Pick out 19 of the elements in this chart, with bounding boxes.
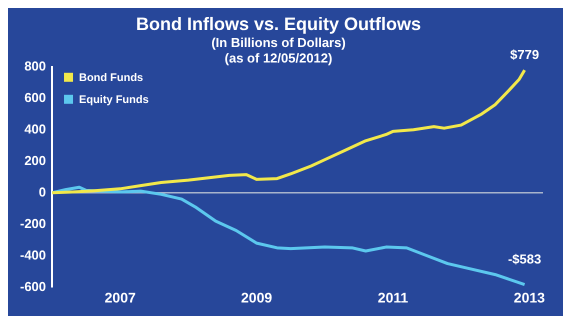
- text: (as of 12/05/2012): [224, 50, 332, 66]
- legend-label: Bond Funds: [79, 72, 144, 84]
- y-tick-label: 200: [24, 152, 46, 168]
- y-tick-label: -600: [20, 278, 46, 294]
- x-tick-label: 2009: [241, 289, 272, 306]
- y-tick-label: -400: [20, 247, 46, 262]
- x-tick-label: 2007: [104, 289, 136, 306]
- annotation: -$583: [508, 252, 542, 267]
- chart-title: Bond Inflows vs. Equity Outflows: [136, 14, 422, 34]
- annotation: $779: [510, 47, 540, 62]
- legend-label: Equity Funds: [79, 94, 149, 106]
- y-tick-label: 0: [38, 184, 46, 200]
- y-tick-label: 800: [24, 58, 46, 74]
- y-tick-label: 400: [24, 121, 46, 136]
- x-tick-label: 2013: [514, 289, 546, 306]
- x-tick-label: 2011: [378, 289, 408, 306]
- y-tick-label: -200: [20, 216, 46, 231]
- chart-subtitle: (In Billions of Dollars): [211, 34, 346, 50]
- y-tick-label: 600: [24, 90, 46, 105]
